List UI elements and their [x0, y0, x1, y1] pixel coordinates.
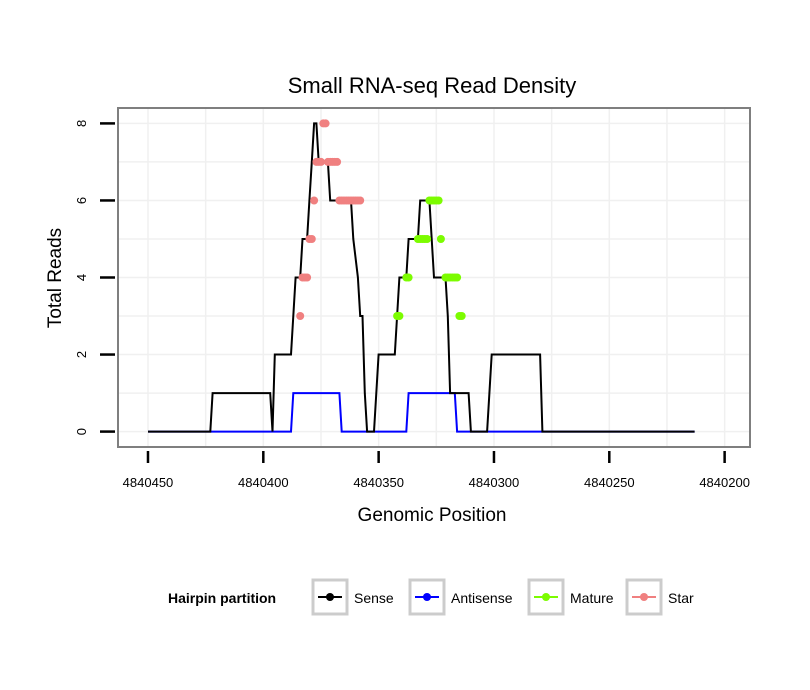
- x-axis-title: Genomic Position: [358, 505, 507, 526]
- data-point-mature: [404, 273, 413, 282]
- plot-panel: [117, 107, 751, 448]
- legend-entry-sense: Sense: [311, 578, 394, 616]
- legend-key-point: [326, 593, 334, 601]
- series-points-star: [296, 119, 365, 320]
- data-point-mature: [423, 235, 432, 243]
- data-point-star: [307, 235, 316, 243]
- y-tick-label: 8: [74, 120, 89, 127]
- x-tick-label: 4840400: [238, 475, 289, 490]
- x-tick-label: 4840200: [699, 475, 750, 490]
- legend-label: Mature: [570, 590, 614, 606]
- y-tick-label: 6: [74, 197, 89, 204]
- data-point-star: [321, 119, 330, 128]
- data-point-mature: [434, 196, 443, 205]
- data-point-star: [333, 157, 342, 166]
- legend-label: Antisense: [451, 590, 513, 606]
- y-tick-label: 2: [74, 351, 89, 358]
- legend-entry-antisense: Antisense: [408, 578, 513, 616]
- series-points-mature: [393, 196, 466, 320]
- series-layer: [148, 119, 695, 433]
- x-tick-label: 4840250: [584, 475, 635, 490]
- data-point-star: [317, 157, 325, 166]
- legend-title: Hairpin partition: [168, 590, 276, 606]
- legend-key-point: [542, 593, 550, 601]
- legend-label: Sense: [354, 590, 394, 606]
- data-point-star: [356, 196, 365, 205]
- axis-layer: 4840450 4840400 4840350 4840300 4840250 48402…: [74, 120, 750, 490]
- x-tick-label: 4840300: [469, 475, 520, 490]
- legend-entry-mature: Mature: [527, 578, 614, 616]
- legend-key-point: [423, 593, 431, 601]
- data-point-mature: [395, 312, 404, 320]
- legend-entry-star: Star: [625, 578, 694, 616]
- series-line-antisense: [148, 392, 695, 433]
- y-tick-label: 4: [74, 274, 89, 281]
- data-point-star: [310, 196, 319, 205]
- data-point-mature: [457, 312, 466, 320]
- legend-key-point: [640, 593, 648, 601]
- data-point-star: [296, 312, 305, 320]
- y-tick-label: 0: [74, 428, 89, 435]
- x-tick-label: 4840450: [123, 475, 174, 490]
- chart-title: Small RNA-seq Read Density: [288, 73, 577, 98]
- legend: Hairpin partition Sense Antisense Mature St…: [168, 578, 694, 616]
- y-axis-title: Total Reads: [45, 228, 66, 328]
- legend-label: Star: [668, 590, 694, 606]
- x-tick-label: 4840350: [353, 475, 404, 490]
- data-point-mature: [436, 235, 445, 243]
- series-line-sense: [148, 122, 695, 433]
- data-point-mature: [453, 273, 462, 282]
- data-point-star: [303, 273, 312, 282]
